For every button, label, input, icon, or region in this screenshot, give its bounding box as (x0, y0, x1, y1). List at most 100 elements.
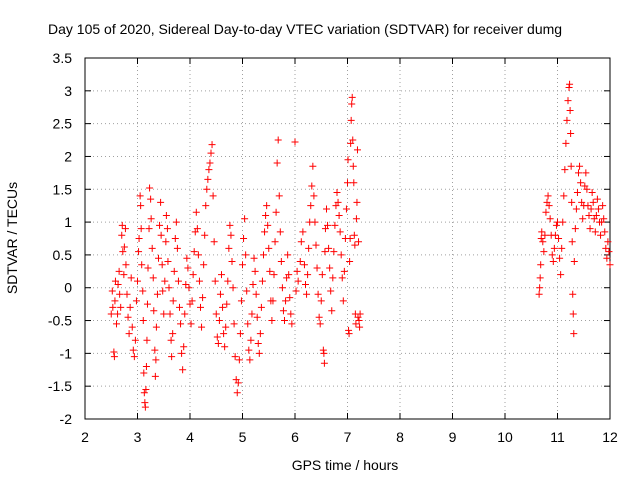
data-point (349, 136, 357, 144)
data-point (550, 244, 558, 252)
data-point (152, 323, 160, 331)
data-point (218, 271, 225, 279)
data-point (338, 274, 346, 282)
data-point (597, 231, 605, 239)
data-point (221, 343, 229, 351)
data-point (250, 254, 258, 262)
y-tick-label: 3.5 (53, 50, 73, 66)
data-point (251, 267, 259, 275)
data-point (559, 218, 567, 226)
data-point (274, 136, 282, 144)
data-point (108, 287, 116, 295)
data-point (120, 271, 128, 279)
data-point (151, 372, 159, 380)
data-point (176, 303, 183, 311)
data-point (537, 235, 545, 242)
data-point (242, 251, 250, 259)
data-point (188, 297, 196, 305)
data-point (248, 310, 256, 318)
data-point (195, 277, 203, 285)
data-point (348, 100, 356, 108)
data-point (333, 189, 341, 197)
data-point (118, 221, 126, 229)
data-point (275, 192, 283, 200)
data-point (167, 336, 175, 344)
data-point (174, 277, 182, 285)
data-point (151, 346, 159, 354)
data-point (255, 349, 263, 357)
data-point (171, 235, 179, 242)
data-point (110, 348, 118, 356)
data-point (169, 297, 177, 305)
data-point (182, 280, 190, 288)
data-point (240, 235, 248, 242)
data-point (256, 330, 264, 338)
data-point (161, 277, 169, 285)
data-point (178, 349, 186, 357)
data-point (344, 179, 351, 187)
data-point (303, 290, 311, 298)
data-point (137, 202, 145, 210)
data-point (212, 310, 220, 318)
data-point (291, 138, 299, 146)
data-point (113, 320, 120, 328)
data-point (131, 336, 139, 344)
x-tick-label: 4 (186, 429, 194, 445)
data-point (340, 267, 348, 275)
data-point (215, 317, 223, 325)
data-point (579, 215, 587, 223)
data-point (116, 290, 124, 298)
data-point (576, 162, 584, 170)
data-point (137, 225, 145, 233)
y-tick-label: 1 (64, 214, 72, 230)
tick-layer: 2 3 4 5 6 7 8 9 10 11 12 -2 -1.5 -1 -0.5 0 0.5 1 1.5 2 2.5 3 3… (48, 50, 618, 445)
data-point (173, 244, 181, 252)
data-point (555, 235, 563, 242)
data-point (546, 215, 554, 223)
data-point (331, 221, 339, 229)
data-point (305, 244, 313, 252)
data-point (147, 215, 155, 223)
data-point (342, 205, 350, 213)
data-point (125, 330, 133, 338)
data-point (204, 175, 212, 183)
x-tick-label: 7 (344, 429, 352, 445)
data-point (315, 313, 323, 321)
data-points (107, 80, 614, 411)
data-point (222, 323, 230, 331)
x-tick-label: 5 (239, 429, 247, 445)
data-point (200, 261, 208, 269)
data-point (552, 221, 560, 229)
data-point (545, 202, 553, 210)
data-point (262, 212, 270, 220)
data-point (565, 84, 573, 92)
y-tick-label: -1.5 (48, 378, 72, 394)
data-point (323, 205, 330, 213)
data-point (285, 271, 293, 279)
data-point (335, 212, 343, 220)
data-point (177, 320, 185, 328)
data-point (560, 192, 568, 200)
data-point (169, 330, 177, 338)
data-point (160, 310, 168, 318)
data-point (278, 284, 286, 292)
data-point (544, 192, 552, 200)
data-point (220, 330, 228, 338)
data-point (292, 287, 300, 295)
data-point (538, 228, 546, 236)
data-point (282, 297, 290, 305)
data-point (277, 257, 285, 265)
data-point (257, 303, 265, 311)
data-point (271, 238, 279, 246)
data-point (141, 399, 149, 407)
data-point (249, 280, 257, 288)
data-point (245, 346, 253, 354)
data-point (356, 323, 364, 331)
data-point (136, 192, 144, 200)
data-point (260, 251, 267, 259)
data-point (141, 403, 149, 411)
data-point (594, 205, 602, 213)
data-point (587, 205, 595, 213)
data-point (138, 261, 146, 269)
